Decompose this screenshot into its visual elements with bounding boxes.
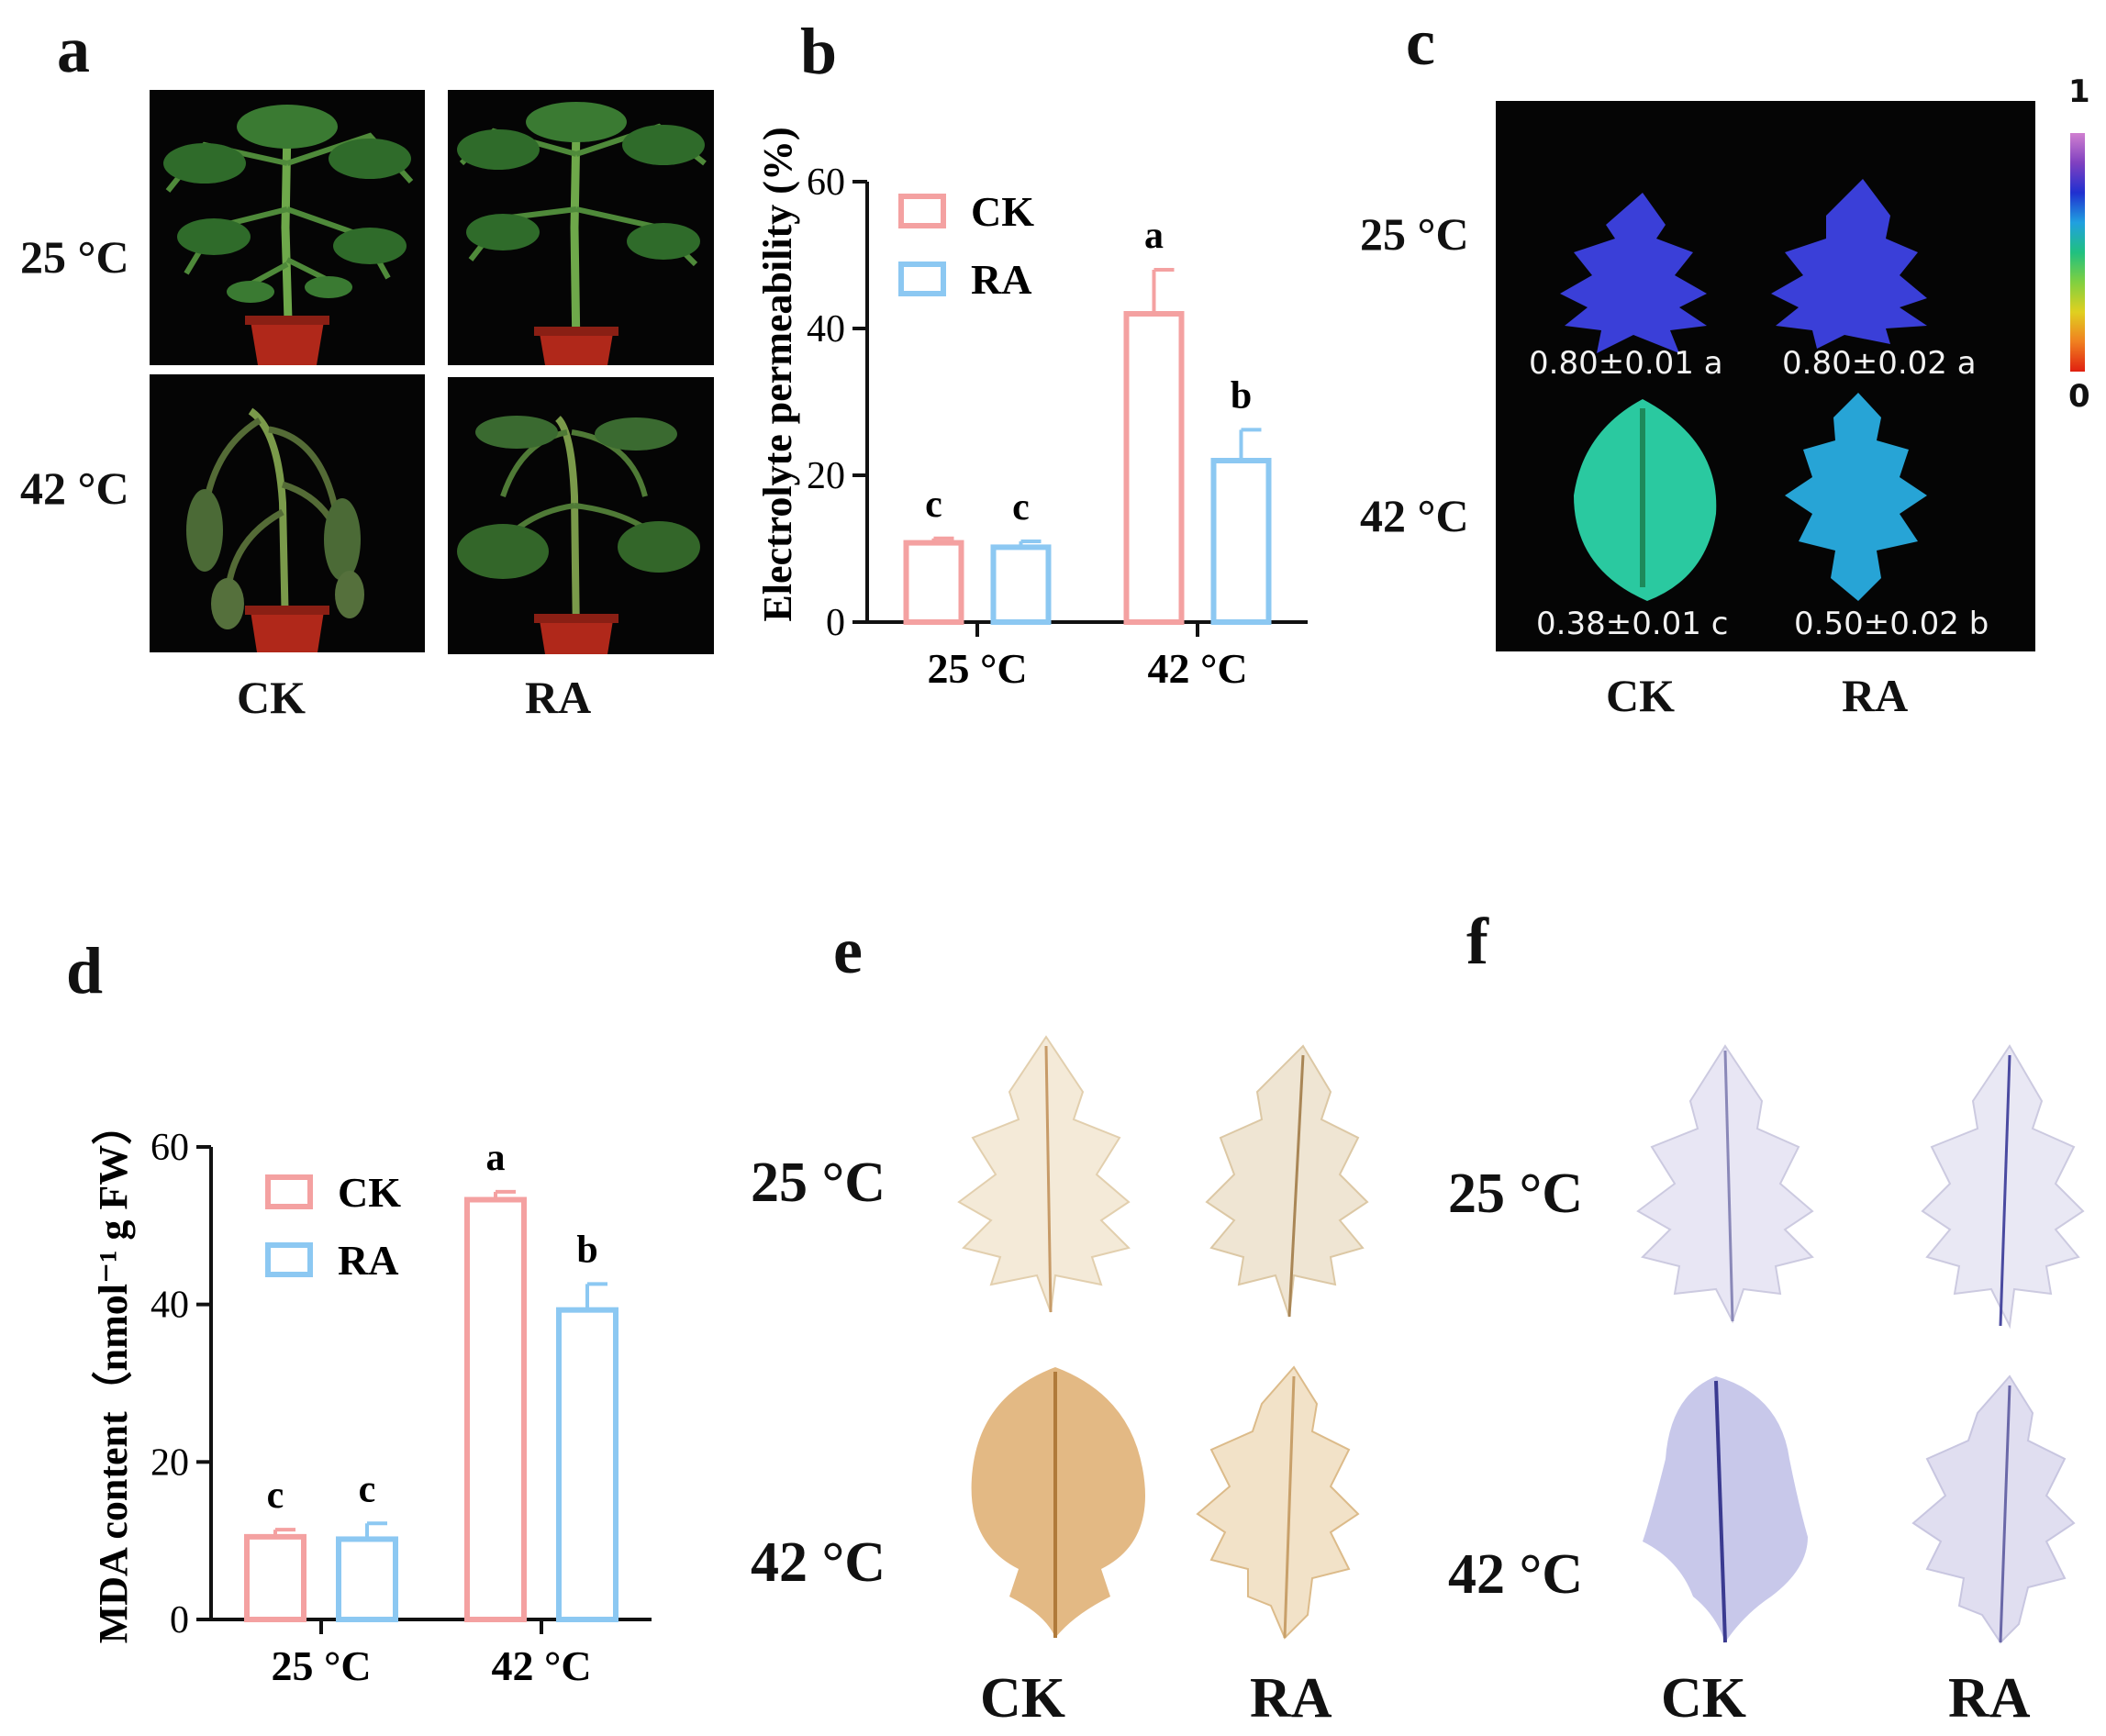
- fv-value-ra-42c: 0.50±0.02 b: [1794, 606, 1989, 642]
- col-label-ck: CK: [237, 672, 306, 723]
- panel-letter-f: f: [1466, 905, 1488, 978]
- y-tick-label: 20: [807, 455, 845, 497]
- chart-mda-content: 0 20 40 60 MDA content（nmol⁻¹ g FW） 25 °C c c 42…: [91, 1105, 652, 1689]
- panel-letter-e: e: [833, 914, 863, 987]
- significance-letter: a: [1144, 215, 1164, 257]
- bar-ck: [1123, 311, 1185, 625]
- y-tick-label: 0: [826, 602, 845, 644]
- row-label-25c: 25 °C: [20, 231, 129, 283]
- x-tick-label: 25 °C: [927, 645, 1027, 692]
- dab-col-label-ck: CK: [980, 1667, 1065, 1730]
- panel-letter-d: d: [66, 934, 104, 1007]
- fv-row-label-25c: 25 °C: [1360, 208, 1469, 260]
- x-tick-label: 25 °C: [271, 1642, 371, 1689]
- x-tick-label: 42 °C: [1147, 645, 1247, 692]
- y-axis-label: MDA content（nmol⁻¹ g FW）: [91, 1105, 136, 1644]
- significance-letter: b: [576, 1229, 597, 1271]
- legend-label-ra: RA: [338, 1237, 398, 1284]
- y-tick-label: 40: [807, 308, 845, 351]
- significance-letter: a: [486, 1137, 506, 1179]
- legend-label-ra: RA: [971, 256, 1031, 303]
- plant-photo-ck-25c: [150, 90, 425, 365]
- plant-photo-ra-42c: [448, 377, 714, 654]
- panel-letter-c: c: [1406, 6, 1435, 79]
- dab-col-label-ra: RA: [1250, 1667, 1332, 1730]
- fv-value-ck-25c: 0.80±0.01 a: [1529, 345, 1723, 382]
- significance-letter: c: [925, 484, 942, 526]
- chlorophyll-fluorescence-image: 0.80±0.01 a 0.80±0.02 a 0.38±0.01 c 0.50…: [1496, 101, 2035, 651]
- nbt-row-label-42c: 42 °C: [1448, 1543, 1584, 1606]
- fv-value-ra-25c: 0.80±0.02 a: [1782, 345, 1977, 382]
- dab-stained-leaves: [957, 1035, 1369, 1640]
- fv-row-label-42c: 42 °C: [1360, 490, 1469, 541]
- fv-col-label-ra: RA: [1842, 670, 1909, 721]
- nbt-row-label-25c: 25 °C: [1448, 1163, 1584, 1225]
- y-tick-label: 60: [807, 161, 845, 204]
- y-axis-label: Electrolyte permeability (%): [755, 127, 800, 621]
- significance-letter: c: [1012, 486, 1030, 529]
- bar-ck: [244, 1533, 306, 1622]
- row-label-42c: 42 °C: [20, 462, 129, 514]
- panel-letter-b: b: [800, 15, 838, 88]
- nbt-col-label-ck: CK: [1661, 1667, 1746, 1730]
- fv-value-ck-42c: 0.38±0.01 c: [1536, 606, 1729, 642]
- bar-ra: [556, 1307, 618, 1622]
- y-tick-label: 60: [150, 1127, 189, 1169]
- legend-swatch-ck: [265, 1174, 313, 1209]
- legend-swatch-ck: [898, 194, 946, 228]
- bar-ra: [336, 1536, 398, 1623]
- dab-row-label-42c: 42 °C: [751, 1531, 886, 1594]
- col-label-ra: RA: [525, 672, 592, 723]
- significance-letter: b: [1231, 374, 1252, 417]
- bar-ra: [1210, 458, 1272, 625]
- bar-ra: [990, 544, 1052, 626]
- plant-photo-ck-42c: [150, 374, 425, 652]
- y-tick-label: 20: [150, 1441, 189, 1484]
- y-tick-label: 40: [150, 1285, 189, 1327]
- bar-ck: [903, 540, 964, 626]
- scale-max-label: 1: [2068, 73, 2090, 110]
- nbt-stained-leaves: [1636, 1044, 2085, 1644]
- x-tick-label: 42 °C: [491, 1642, 591, 1689]
- legend-swatch-ra: [265, 1242, 313, 1277]
- legend-label-ck: CK: [338, 1169, 401, 1216]
- fluorescence-color-scale: [2070, 133, 2085, 372]
- plant-photo-ra-25c: [448, 90, 714, 365]
- scale-min-label: 0: [2068, 378, 2090, 415]
- bar-ck: [464, 1196, 527, 1622]
- significance-letter: c: [359, 1468, 376, 1510]
- panel-letter-a: a: [57, 13, 90, 86]
- fv-col-label-ck: CK: [1606, 670, 1675, 721]
- dab-row-label-25c: 25 °C: [751, 1152, 886, 1214]
- y-tick-label: 0: [170, 1599, 189, 1641]
- nbt-col-label-ra: RA: [1948, 1667, 2031, 1730]
- legend-swatch-ra: [898, 262, 946, 296]
- legend-label-ck: CK: [971, 188, 1034, 235]
- significance-letter: c: [267, 1474, 284, 1517]
